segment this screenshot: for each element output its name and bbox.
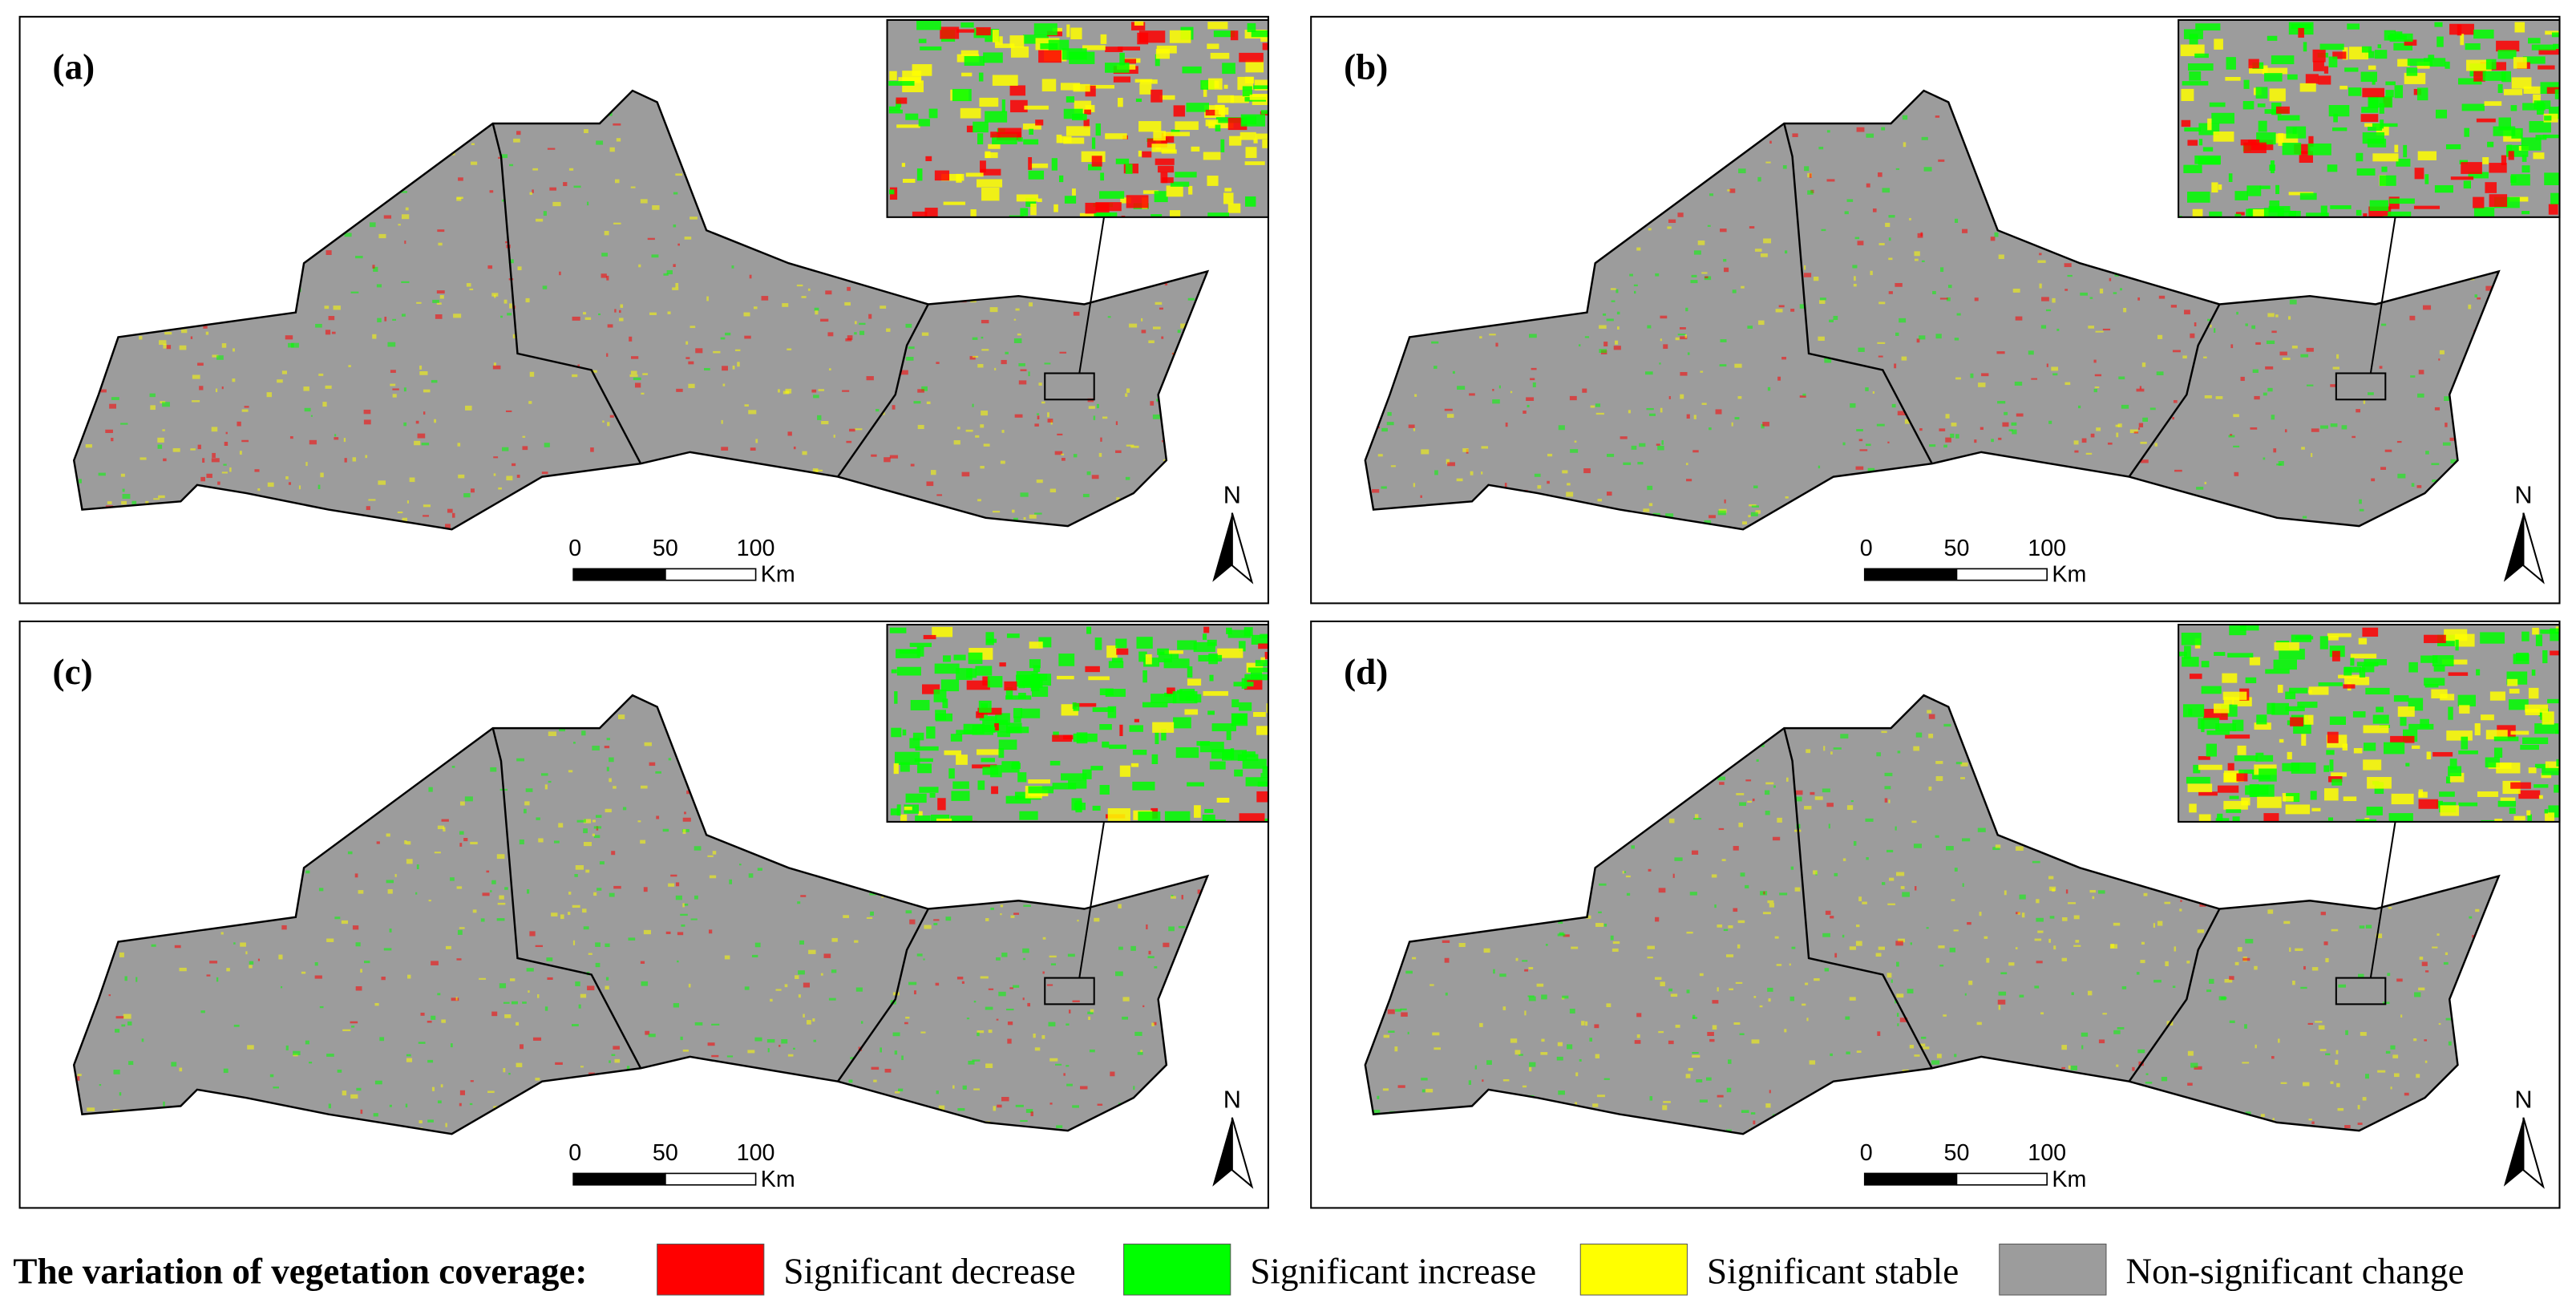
inset-pixels (888, 20, 1268, 217)
scale-bar (1955, 568, 2048, 581)
scale-bar (665, 568, 757, 581)
scale-bar (1955, 1172, 2048, 1186)
legend-swatch (657, 1244, 765, 1296)
legend-swatch (1579, 1244, 1688, 1296)
scale-bar (1863, 1172, 1958, 1186)
north-label: N (2514, 480, 2532, 508)
north-arrow (1231, 1117, 1254, 1189)
county-boundary (837, 908, 929, 1082)
county-boundary (1783, 123, 1933, 464)
legend: The variation of vegetation coverage: Sig… (13, 1244, 2464, 1296)
study-area-outline (1364, 694, 2501, 1135)
legend-swatch (1123, 1244, 1231, 1296)
scale-unit: Km (761, 1167, 795, 1192)
study-area-outline (72, 89, 1210, 531)
scale-label: 100 (737, 536, 775, 561)
scale-label: 50 (653, 1140, 678, 1166)
legend-label: Significant stable (1707, 1252, 1959, 1292)
scale-bar (572, 568, 666, 581)
inset-frame (886, 18, 1269, 218)
inset-frame (2178, 623, 2561, 823)
inset-pixels (2178, 22, 2560, 217)
north-arrow (2522, 512, 2545, 585)
leader-line (2369, 821, 2396, 978)
legend-label: Significant decrease (783, 1252, 1075, 1292)
north-label: N (2514, 1085, 2532, 1113)
county-boundary (2128, 303, 2221, 478)
scale-label: 100 (2028, 1140, 2066, 1166)
legend-label: Significant increase (1250, 1252, 1536, 1292)
panel-label: (d) (1344, 652, 1388, 692)
inset-frame (886, 623, 1269, 823)
leader-line (1078, 821, 1106, 978)
legend-label: Non-significant change (2126, 1252, 2465, 1292)
scale-bar (665, 1172, 757, 1186)
scale-bar (572, 1172, 666, 1186)
county-boundary (2128, 908, 2221, 1082)
leader-line (1078, 216, 1106, 374)
county-boundary (837, 303, 929, 478)
leader-line (2369, 216, 2396, 374)
inset-pixels (889, 626, 1268, 822)
study-area (74, 695, 1208, 1135)
north-label: N (1223, 1085, 1241, 1113)
study-area (1365, 91, 2499, 530)
study-area (74, 91, 1208, 530)
study-area (1365, 695, 2499, 1135)
inset-extent (1044, 977, 1095, 1005)
scale-label: 100 (2028, 536, 2066, 561)
scale-label: 50 (653, 536, 678, 561)
scale-unit: Km (761, 562, 795, 588)
inset-extent (2335, 372, 2387, 401)
study-area-outline (1364, 89, 2501, 531)
scale-unit: Km (2052, 562, 2086, 588)
county-boundary (491, 727, 642, 1069)
panel-label: (a) (53, 47, 95, 87)
scale-label: 0 (1860, 536, 1873, 561)
county-boundary (1783, 727, 1933, 1069)
inset-extent (2335, 977, 2387, 1005)
inset-extent (1044, 372, 1095, 401)
scale-label: 0 (1860, 1140, 1873, 1166)
scale-unit: Km (2052, 1167, 2086, 1192)
scale-label: 50 (1944, 1140, 1970, 1166)
north-arrow (1231, 512, 1254, 585)
panel-label: (c) (53, 652, 93, 692)
scale-label: 100 (737, 1140, 775, 1166)
inset-pixels (2178, 625, 2560, 822)
legend-title: The variation of vegetation coverage: (13, 1252, 587, 1292)
scale-label: 0 (568, 536, 581, 561)
north-label: N (1223, 480, 1241, 508)
scale-bar (1863, 568, 1958, 581)
north-arrow (2522, 1117, 2545, 1189)
panel-label: (b) (1344, 47, 1388, 87)
scale-label: 0 (568, 1140, 581, 1166)
scale-label: 50 (1944, 536, 1970, 561)
county-boundary (491, 123, 642, 464)
study-area-outline (72, 694, 1210, 1135)
legend-swatch (1999, 1244, 2107, 1296)
inset-frame (2178, 18, 2561, 218)
